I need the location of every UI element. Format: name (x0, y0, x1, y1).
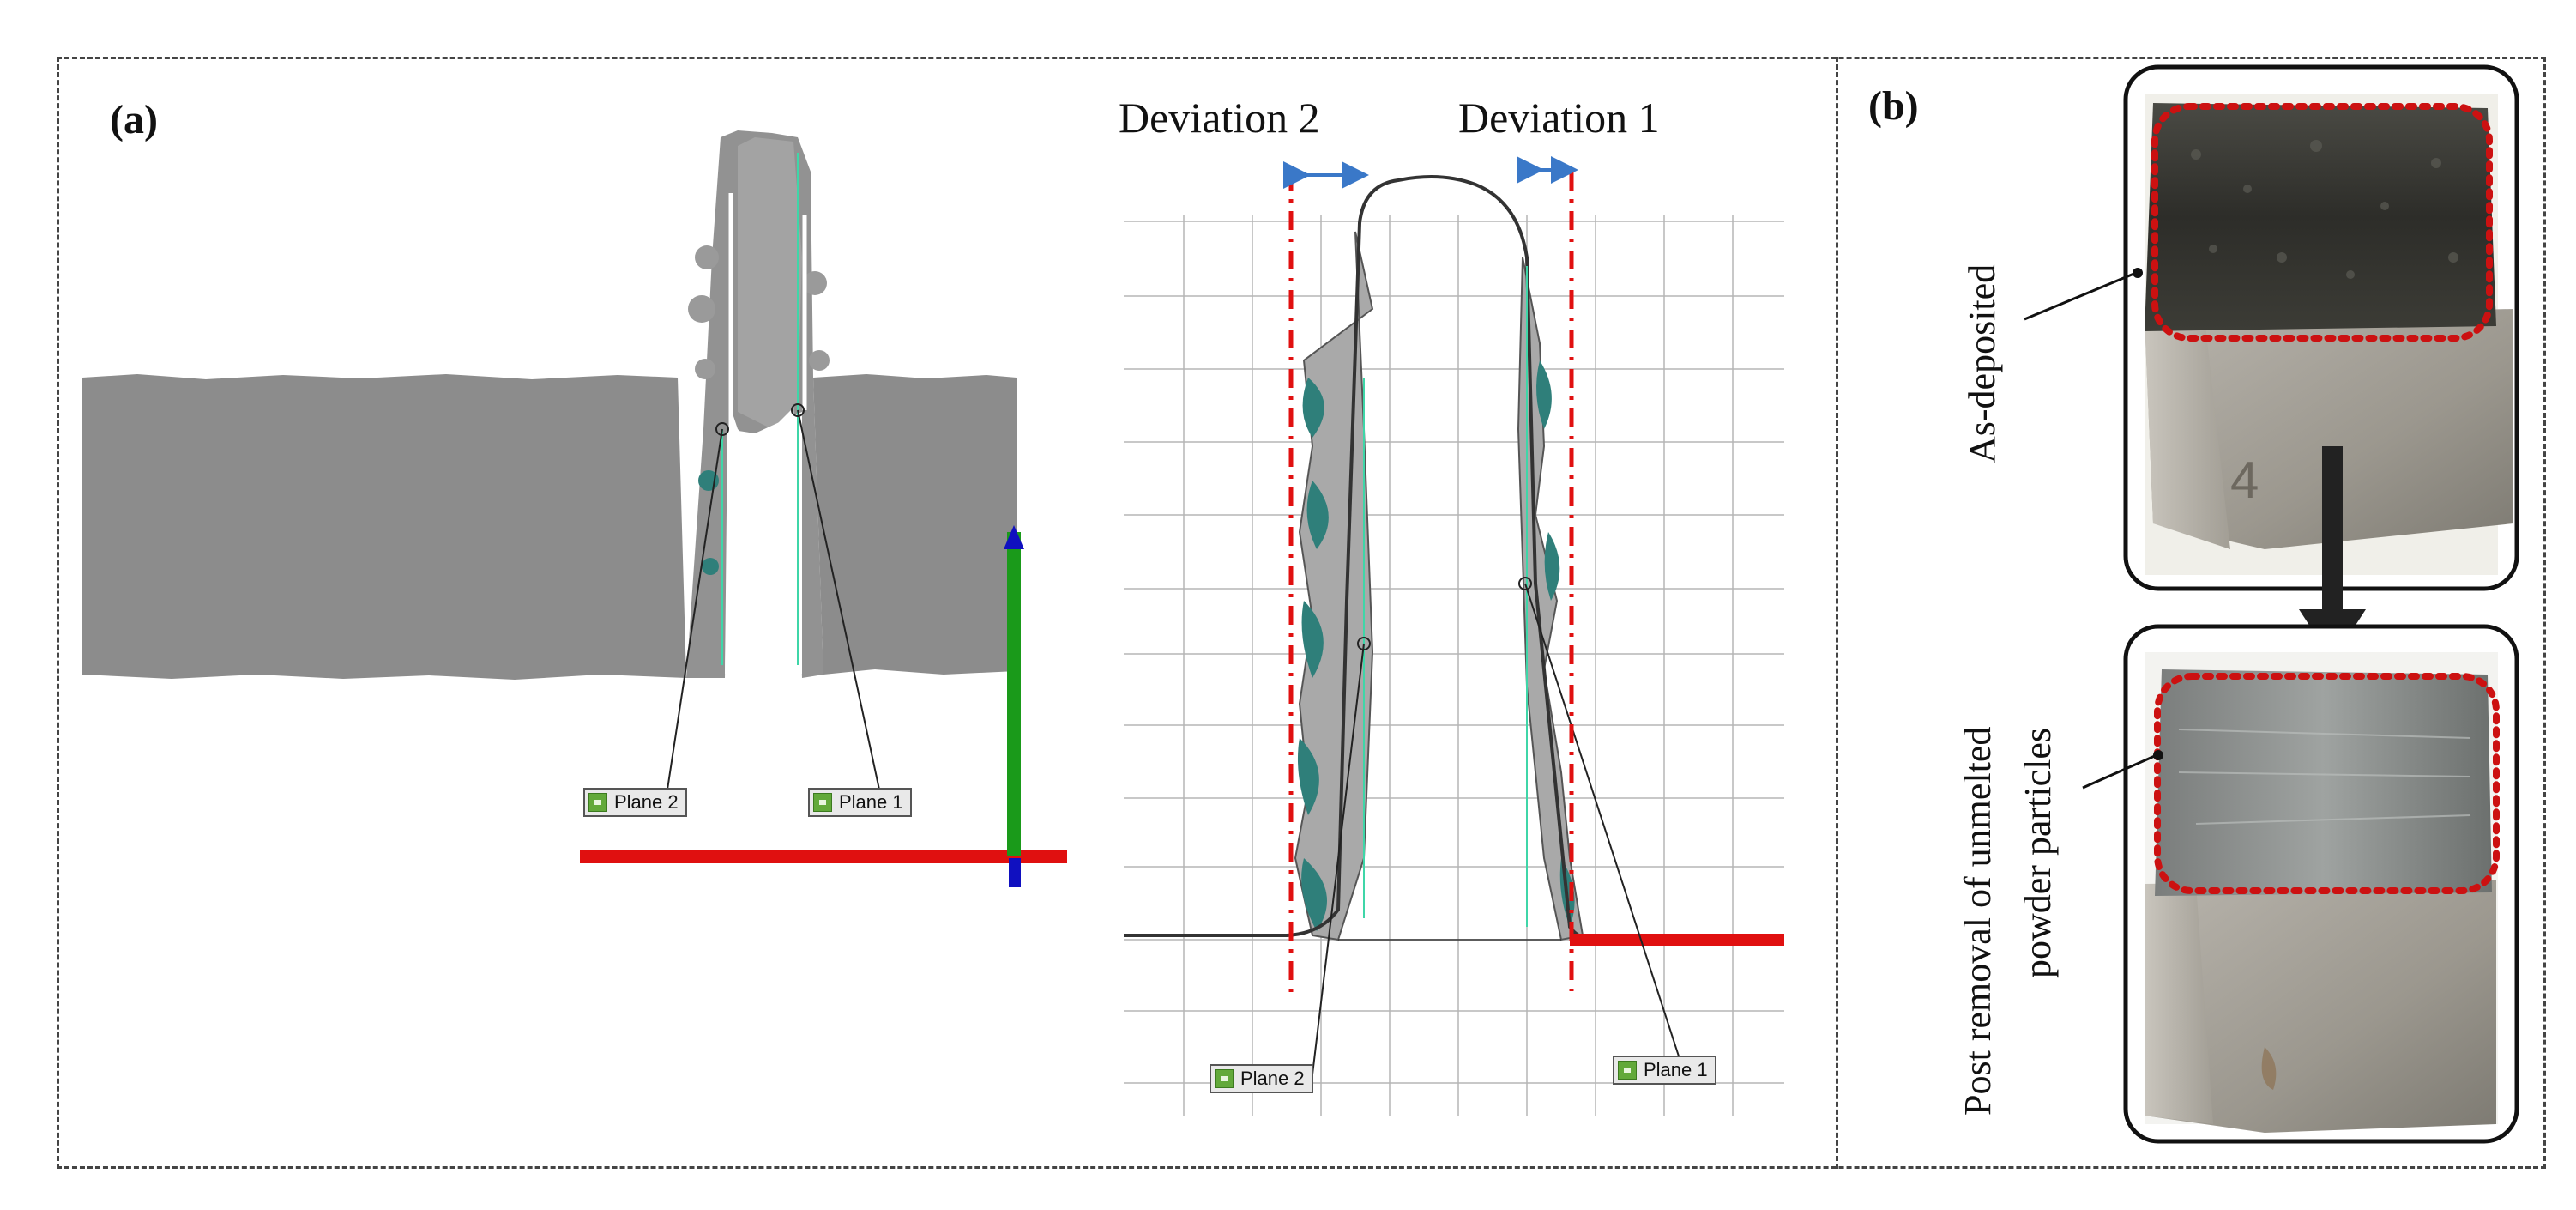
photo-post-removal (2123, 624, 2519, 1144)
plane-2-tag-profile: Plane 2 (1210, 1064, 1313, 1093)
plane-1-tag-3d: Plane 1 (808, 788, 912, 817)
caption-leader (2082, 753, 2157, 790)
plane-1-label: Plane 1 (1644, 1059, 1708, 1080)
checkbox-icon (588, 793, 607, 812)
checkbox-icon (1215, 1069, 1234, 1088)
caption-leader (2024, 271, 2137, 321)
post-removal-caption-line1: Post removal of unmelted (1957, 726, 1999, 1116)
panel-a-label: (a) (110, 97, 158, 142)
profile-shape (1124, 156, 1784, 1075)
mesh-slab (82, 130, 1017, 790)
plane-marker-icon (1518, 577, 1532, 590)
plane-marker-icon (715, 422, 729, 436)
profile-grid (1124, 215, 1784, 1116)
figure-frame (57, 57, 2546, 1169)
plane-2-label: Plane 2 (1240, 1068, 1305, 1089)
checkbox-icon (813, 793, 832, 812)
axis-triad (580, 525, 1067, 887)
photo-as-deposited: 4 (2123, 64, 2519, 591)
checkbox-icon (1618, 1061, 1637, 1080)
plane-marker-icon (791, 403, 805, 417)
plane-1-tag-profile: Plane 1 (1613, 1056, 1716, 1085)
post-removal-caption-line2: powder particles (2017, 728, 2059, 978)
plane-2-tag-3d: Plane 2 (583, 788, 687, 817)
panel-b-label: (b) (1868, 83, 1919, 129)
panel-divider (1836, 57, 1838, 1169)
deviation-1-label: Deviation 1 (1458, 94, 1660, 142)
svg-text:4: 4 (2230, 451, 2259, 509)
plane-2-label: Plane 2 (614, 791, 679, 813)
plane-1-label: Plane 1 (839, 791, 903, 813)
deviation-2-label: Deviation 2 (1119, 94, 1320, 142)
as-deposited-caption: As-deposited (1961, 263, 2003, 463)
